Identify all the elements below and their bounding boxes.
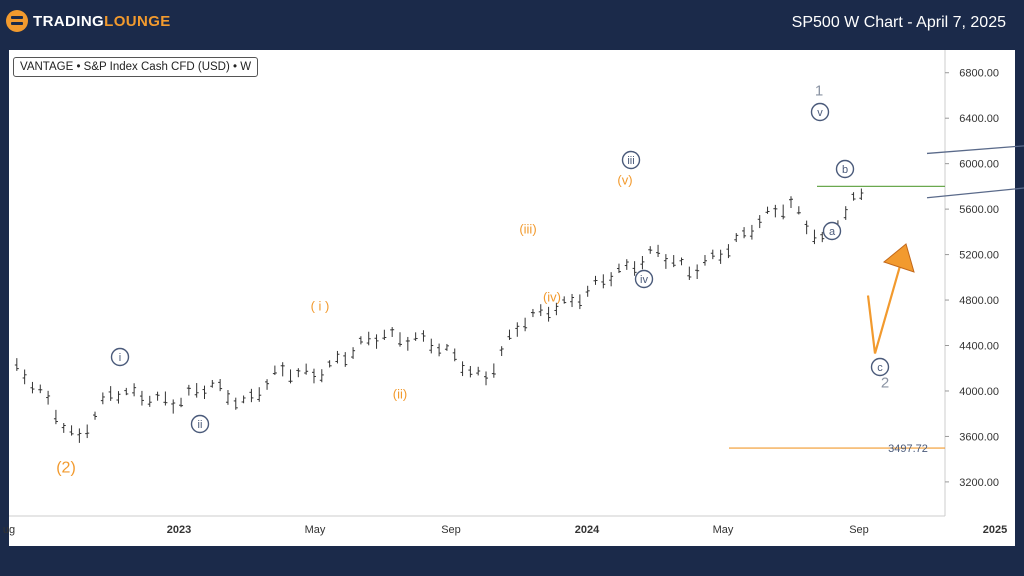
x-tick-label: 2025 <box>983 524 1007 536</box>
x-tick-label: ug <box>3 524 15 536</box>
projection-path <box>866 265 902 354</box>
wave-label: (2) <box>56 460 76 477</box>
wave-label: b <box>842 164 848 176</box>
projection-arrowhead <box>882 243 915 273</box>
logo-brand-left: TRADING <box>33 12 105 30</box>
tradinglounge-logo: TRADINGLOUNGE <box>6 10 171 32</box>
plot-area[interactable] <box>9 50 1015 546</box>
y-tick-label: 6400.00 <box>959 113 999 125</box>
y-tick-label: 5200.00 <box>959 250 999 262</box>
chart-title: SP500 W Chart - April 7, 2025 <box>791 14 1006 31</box>
symbol-label: VANTAGE • S&P Index Cash CFD (USD) • W <box>13 57 259 77</box>
wave-label: (iii) <box>519 222 536 237</box>
wave-label-circle <box>634 269 654 289</box>
wave-label-circle <box>835 159 855 179</box>
x-tick-label: 2024 <box>575 524 600 536</box>
wave-label: (v) <box>617 173 632 188</box>
x-tick-label: May <box>305 524 326 536</box>
y-tick-label: 6800.00 <box>959 68 999 80</box>
wave-label-circle <box>870 357 890 377</box>
wave-label-circle <box>810 102 830 122</box>
wave-label: (iv) <box>543 290 561 305</box>
wave-label: 1 <box>815 82 823 99</box>
y-tick-label: 5600.00 <box>959 204 999 216</box>
y-tick-label: 4000.00 <box>959 386 999 398</box>
y-tick-label: 6000.00 <box>959 159 999 171</box>
wave-label: ii <box>198 419 203 431</box>
x-tick-label: 2023 <box>167 524 191 536</box>
x-tick-label: May <box>713 524 734 536</box>
target-level-label: 3497.72 <box>888 443 928 455</box>
y-tick-label: 4800.00 <box>959 295 999 307</box>
y-tick-label: 3200.00 <box>959 477 999 489</box>
wave-label-circle <box>110 347 130 367</box>
header-bar: TRADINGLOUNGE SP500 W Chart - April 7, 2… <box>0 0 1024 48</box>
wave-label: a <box>829 226 836 238</box>
triangle-upper-line <box>926 145 1024 155</box>
wave-label-circle <box>621 150 641 170</box>
wave-label: 2 <box>881 374 889 391</box>
triangle-lower-line <box>926 187 1024 199</box>
wave-label-circle <box>190 414 210 434</box>
wave-label: v <box>817 107 823 119</box>
logo-icon <box>6 10 28 32</box>
y-tick-label: 3600.00 <box>959 431 999 443</box>
logo-text: TRADINGLOUNGE <box>33 13 171 30</box>
x-tick-label: Sep <box>849 524 869 536</box>
y-tick-label: 4400.00 <box>959 341 999 353</box>
wave-label: i <box>119 352 121 364</box>
wave-label: (ii) <box>393 387 407 402</box>
wave-label: iv <box>640 274 648 286</box>
wave-label: ( i ) <box>311 299 330 314</box>
wave-label: iii <box>627 155 634 167</box>
logo-brand-right: LOUNGE <box>104 12 171 30</box>
wave-label-circle <box>822 221 842 241</box>
wave-label: c <box>877 362 883 374</box>
x-tick-label: Sep <box>441 524 461 536</box>
